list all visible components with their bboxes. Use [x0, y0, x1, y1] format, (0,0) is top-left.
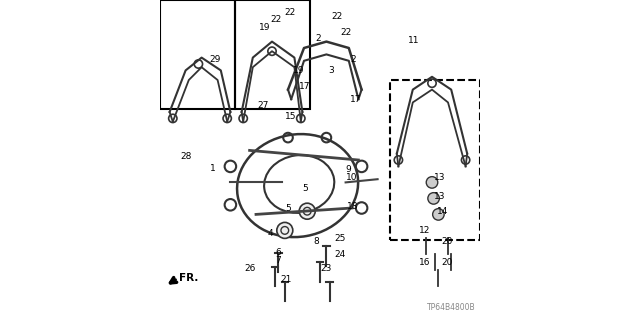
- Text: 17: 17: [351, 95, 362, 104]
- Text: 25: 25: [334, 234, 346, 243]
- Text: 19: 19: [292, 66, 304, 75]
- Text: 22: 22: [270, 15, 282, 24]
- Circle shape: [277, 222, 293, 238]
- Bar: [236, 0, 310, 109]
- Text: TP64B4800B: TP64B4800B: [427, 303, 475, 312]
- Text: 20: 20: [442, 237, 453, 246]
- Text: 26: 26: [245, 264, 256, 273]
- Text: 29: 29: [210, 55, 221, 64]
- Text: 2: 2: [315, 34, 321, 43]
- Text: 8: 8: [314, 237, 319, 246]
- Text: 12: 12: [419, 226, 431, 235]
- Text: 10: 10: [346, 173, 357, 182]
- Text: 28: 28: [181, 152, 192, 161]
- Text: 1: 1: [210, 164, 215, 172]
- Text: 6: 6: [275, 248, 281, 257]
- Text: 21: 21: [280, 276, 291, 284]
- Text: 19: 19: [259, 23, 271, 32]
- Text: 24: 24: [334, 250, 346, 259]
- Text: 13: 13: [434, 192, 445, 201]
- Text: 18: 18: [347, 202, 358, 211]
- Text: 5: 5: [302, 184, 308, 193]
- Text: 3: 3: [328, 66, 333, 75]
- Circle shape: [433, 209, 444, 220]
- Text: 20: 20: [442, 258, 453, 267]
- Bar: [160, 0, 236, 109]
- Text: 23: 23: [320, 264, 332, 273]
- Circle shape: [300, 203, 316, 219]
- Text: 5: 5: [285, 204, 291, 212]
- Text: 22: 22: [285, 8, 296, 17]
- Circle shape: [428, 193, 440, 204]
- Text: 7: 7: [275, 256, 281, 265]
- Text: 16: 16: [419, 258, 431, 267]
- Text: FR.: FR.: [179, 273, 198, 284]
- Ellipse shape: [264, 155, 334, 213]
- Text: 2: 2: [351, 55, 356, 64]
- Text: 4: 4: [268, 229, 273, 238]
- Text: 13: 13: [434, 173, 445, 182]
- Text: 11: 11: [408, 36, 419, 44]
- Bar: [390, 80, 480, 240]
- Text: 15: 15: [285, 112, 296, 121]
- Text: 22: 22: [332, 12, 342, 20]
- Text: 17: 17: [300, 82, 310, 91]
- Circle shape: [426, 177, 438, 188]
- Text: 27: 27: [258, 101, 269, 110]
- Text: 14: 14: [437, 207, 448, 216]
- Text: 9: 9: [346, 165, 351, 174]
- Text: 22: 22: [340, 28, 352, 36]
